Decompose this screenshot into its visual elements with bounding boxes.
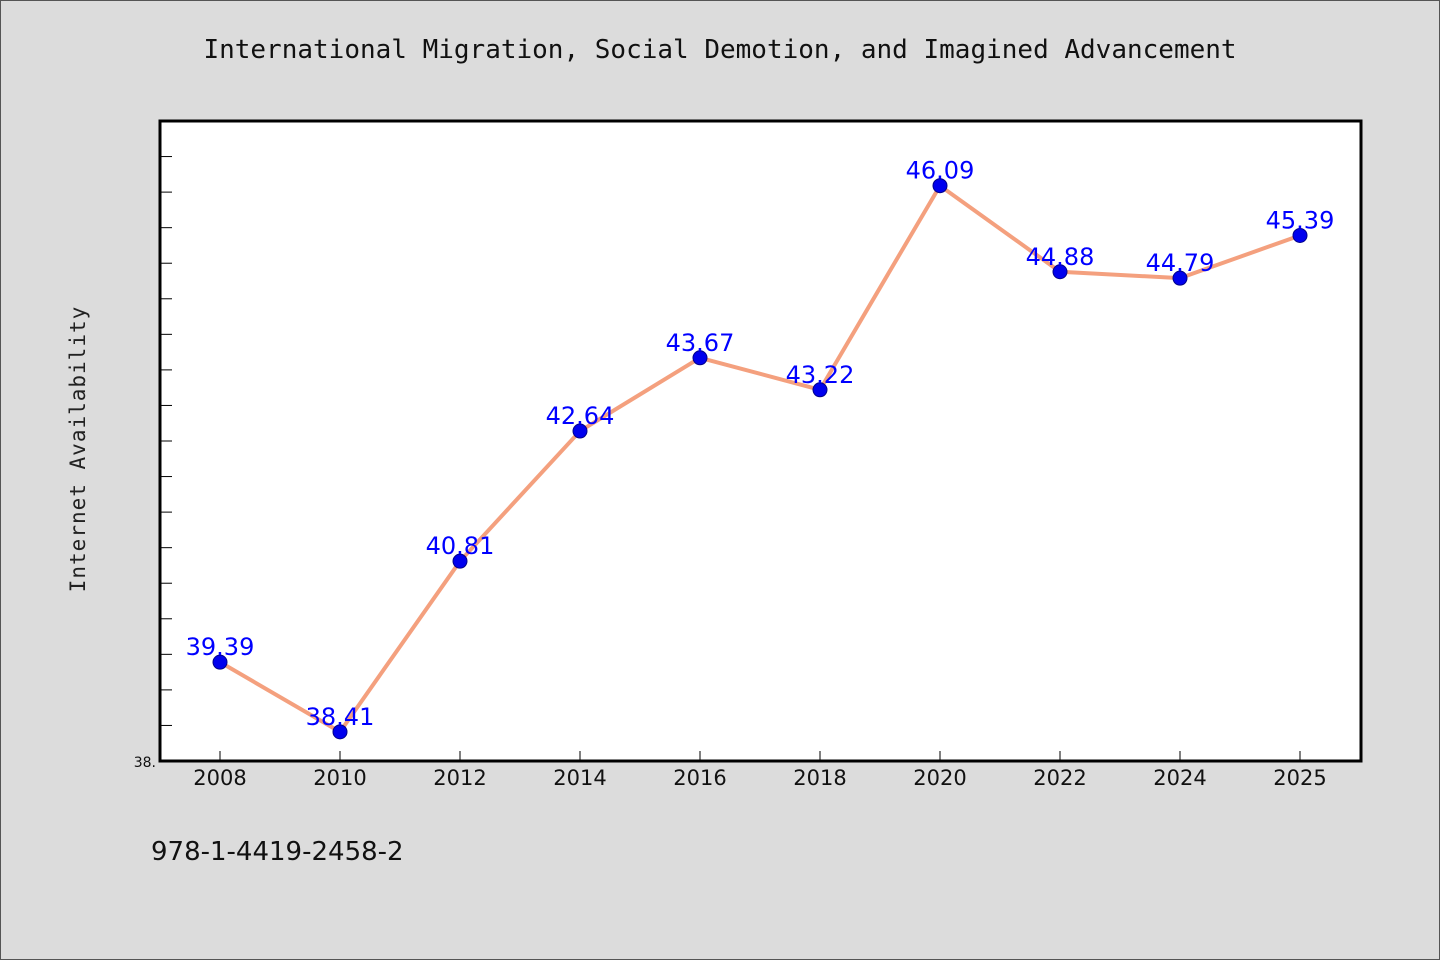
data-label: 40.81 xyxy=(426,532,495,560)
x-tick-label: 2018 xyxy=(793,766,846,790)
data-label: 39.39 xyxy=(186,633,255,661)
x-tick-label: 2022 xyxy=(1033,766,1086,790)
data-point xyxy=(1292,227,1308,243)
data-label: 43.67 xyxy=(666,329,735,357)
x-tick-label: 2014 xyxy=(553,766,606,790)
x-tick-label: 2024 xyxy=(1153,766,1206,790)
data-point xyxy=(572,423,588,439)
data-label: 43.22 xyxy=(786,361,855,389)
data-point xyxy=(332,724,348,740)
data-point xyxy=(1172,270,1188,286)
data-label: 38.41 xyxy=(306,703,375,731)
data-point xyxy=(212,654,228,670)
data-label: 44.88 xyxy=(1026,243,1095,271)
y-tick-label: 38. xyxy=(134,755,156,771)
data-label: 46.09 xyxy=(906,157,975,185)
chart-title: International Migration, Social Demotion… xyxy=(203,35,1237,65)
data-point xyxy=(1052,264,1068,280)
x-tick-label: 2016 xyxy=(673,766,726,790)
data-point xyxy=(452,553,468,569)
x-tick-label: 2010 xyxy=(313,766,366,790)
x-tick-label: 2025 xyxy=(1273,766,1326,790)
data-point xyxy=(692,350,708,366)
data-point xyxy=(812,382,828,398)
data-label: 42.64 xyxy=(546,402,615,430)
x-tick-label: 2008 xyxy=(193,766,246,790)
x-tick-label: 2012 xyxy=(433,766,486,790)
x-tick-label: 2020 xyxy=(913,766,966,790)
plot-area xyxy=(158,119,1363,763)
data-label: 44.79 xyxy=(1146,249,1215,277)
isbn-text: 978-1-4419-2458-2 xyxy=(151,837,404,867)
data-point xyxy=(932,178,948,194)
data-label: 45.39 xyxy=(1266,206,1335,234)
series-line xyxy=(218,183,1301,734)
